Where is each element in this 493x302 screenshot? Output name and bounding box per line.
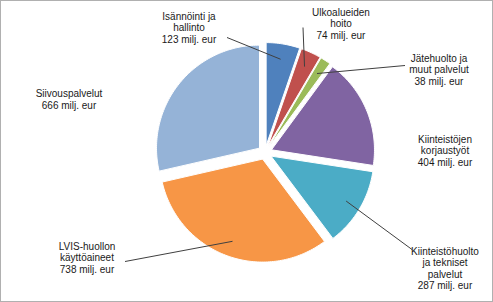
svg-text:Ulkoalueidenhoito74 milj. eur: Ulkoalueidenhoito74 milj. eur xyxy=(312,7,370,41)
svg-text:Jätehuolto jamuut palvelut38 m: Jätehuolto jamuut palvelut38 milj. eur xyxy=(409,53,469,87)
svg-text:LVIS-huollonkäyttöaineet738 mi: LVIS-huollonkäyttöaineet738 milj. eur xyxy=(59,241,116,275)
svg-text:Isännöinti jahallinto123 milj.: Isännöinti jahallinto123 milj. eur xyxy=(162,11,217,45)
svg-text:Kiinteistöhuoltoja teknisetpal: Kiinteistöhuoltoja teknisetpalvelut287 m… xyxy=(411,246,479,292)
svg-text:Siivouspalvelut666 milj. eur: Siivouspalvelut666 milj. eur xyxy=(36,88,103,111)
svg-text:Kiinteistöjenkorjaustyöt404 mi: Kiinteistöjenkorjaustyöt404 milj. eur xyxy=(418,134,473,168)
